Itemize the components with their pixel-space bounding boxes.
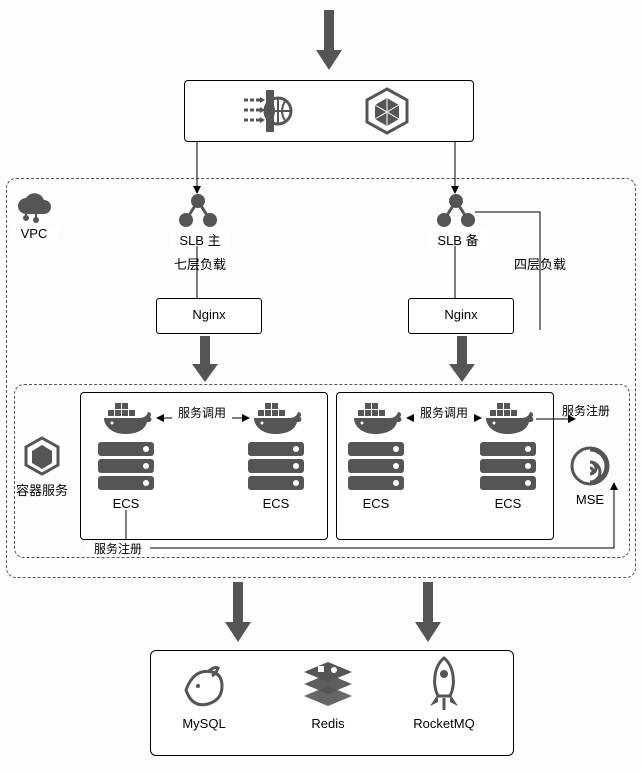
redis-icon [300,660,356,712]
rocketmq-icon [420,656,468,714]
rocketmq-label: RocketMQ [406,716,482,731]
svc-reg-bottom-label: 服务注册 [86,540,150,557]
svc-reg-bottom-path [0,0,642,580]
arrow-to-db-left [225,582,251,642]
redis-label: Redis [296,716,360,731]
mysql-icon [178,660,230,712]
mysql-label: MySQL [172,716,236,731]
arrow-to-db-right [415,582,441,642]
